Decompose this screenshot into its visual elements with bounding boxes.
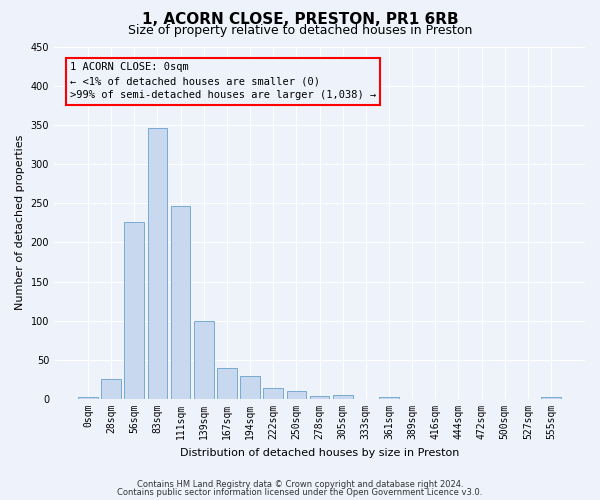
Text: 1, ACORN CLOSE, PRESTON, PR1 6RB: 1, ACORN CLOSE, PRESTON, PR1 6RB xyxy=(142,12,458,28)
Bar xyxy=(217,368,237,399)
Bar xyxy=(379,396,399,399)
Bar xyxy=(240,376,260,399)
Text: 1 ACORN CLOSE: 0sqm
← <1% of detached houses are smaller (0)
>99% of semi-detach: 1 ACORN CLOSE: 0sqm ← <1% of detached ho… xyxy=(70,62,376,100)
Bar xyxy=(333,395,353,399)
X-axis label: Distribution of detached houses by size in Preston: Distribution of detached houses by size … xyxy=(180,448,459,458)
Bar xyxy=(194,320,214,399)
Y-axis label: Number of detached properties: Number of detached properties xyxy=(15,135,25,310)
Bar xyxy=(171,206,190,399)
Bar xyxy=(263,388,283,399)
Text: Contains HM Land Registry data © Crown copyright and database right 2024.: Contains HM Land Registry data © Crown c… xyxy=(137,480,463,489)
Bar xyxy=(310,396,329,399)
Text: Contains public sector information licensed under the Open Government Licence v3: Contains public sector information licen… xyxy=(118,488,482,497)
Bar xyxy=(287,391,306,399)
Bar xyxy=(101,380,121,399)
Bar xyxy=(78,398,98,399)
Text: Size of property relative to detached houses in Preston: Size of property relative to detached ho… xyxy=(128,24,472,37)
Bar xyxy=(148,128,167,399)
Bar xyxy=(124,222,144,399)
Bar xyxy=(541,398,561,399)
